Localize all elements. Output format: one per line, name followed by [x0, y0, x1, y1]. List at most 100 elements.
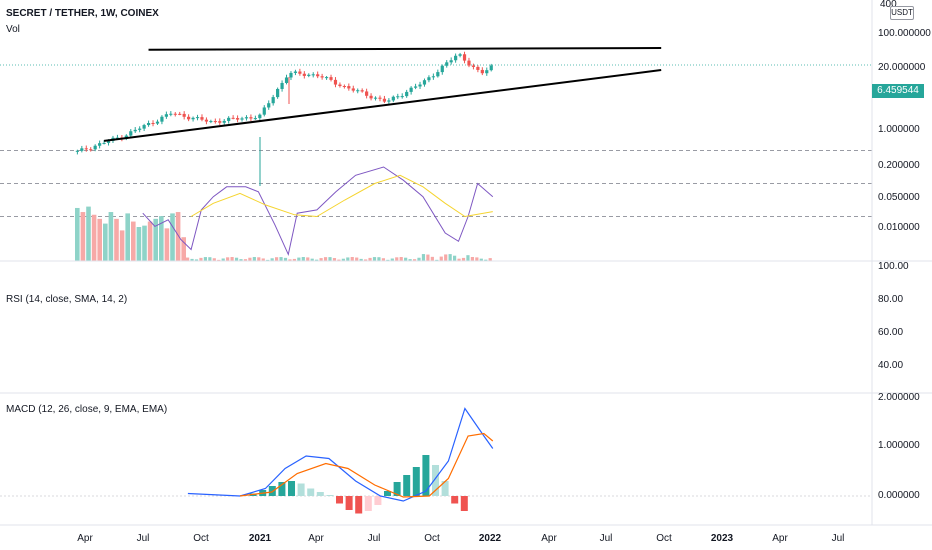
- macd-histogram-bar: [307, 488, 315, 496]
- candle-body: [418, 84, 422, 87]
- trendline-resistance: [148, 47, 662, 51]
- candle-body: [369, 95, 373, 99]
- macd-histogram-bar: [460, 496, 468, 511]
- candle-body: [102, 142, 106, 144]
- candle-body: [160, 116, 164, 122]
- time-label: Apr: [772, 533, 788, 544]
- time-label: Jul: [831, 533, 845, 544]
- candle-body: [187, 116, 191, 120]
- candle-body: [311, 74, 315, 76]
- volume-bar: [386, 259, 390, 261]
- volume-bar: [212, 258, 216, 261]
- candle-body: [276, 88, 280, 98]
- volume-bar: [350, 257, 354, 261]
- macd-histogram-bar: [326, 495, 334, 496]
- candle-body: [151, 123, 155, 125]
- macd-histogram-bar: [384, 491, 392, 496]
- volume-bar: [194, 259, 199, 261]
- macd-label[interactable]: MACD (12, 26, close, 9, EMA, EMA): [6, 404, 168, 415]
- macd-histogram-bar: [345, 496, 353, 510]
- candle-body: [396, 96, 400, 98]
- macd-histogram-bar: [432, 465, 440, 496]
- candle-body: [209, 121, 213, 123]
- macd-line: [187, 407, 494, 502]
- volume-bar: [435, 259, 439, 261]
- candle-body: [267, 103, 271, 108]
- candle-body: [302, 73, 306, 76]
- rsi-lines: [142, 166, 494, 256]
- volume-bar: [430, 256, 434, 261]
- time-label: Oct: [424, 533, 440, 544]
- candle-body: [129, 131, 133, 136]
- volume-bar: [395, 257, 399, 261]
- candle-body: [191, 117, 195, 120]
- signal-line: [239, 432, 494, 498]
- volume-bar: [381, 258, 385, 261]
- volume-bar: [368, 257, 372, 261]
- volume-bar: [475, 257, 479, 261]
- candle-body: [289, 72, 293, 78]
- candle-body: [338, 84, 342, 87]
- volume-bar: [80, 212, 86, 261]
- candle-body: [298, 71, 302, 74]
- macd-histogram-bar: [364, 496, 372, 511]
- trendlines: [103, 47, 662, 142]
- candle-body: [413, 86, 418, 88]
- volume-bar: [323, 257, 328, 261]
- macd-tick: 2.000000: [878, 392, 920, 403]
- candle-body: [75, 150, 79, 152]
- candle-body: [356, 90, 360, 92]
- candle-body: [262, 107, 266, 115]
- candle-body: [195, 117, 200, 119]
- time-label: Apr: [308, 533, 324, 544]
- macd-histogram-bar: [422, 455, 430, 496]
- macd-histogram-bar: [441, 481, 449, 496]
- candle-body: [249, 117, 253, 119]
- rsi-label[interactable]: RSI (14, close, SMA, 14, 2): [6, 294, 128, 305]
- candle-body: [449, 60, 453, 63]
- candle-body: [409, 87, 413, 92]
- candle-body: [164, 114, 168, 117]
- price-tick: 100.000000: [878, 28, 931, 39]
- volume-bar: [297, 257, 301, 261]
- volume-bar: [108, 212, 114, 261]
- volume-bar: [470, 257, 474, 261]
- volume-bar: [159, 216, 164, 261]
- volume-bar: [190, 258, 194, 261]
- volume-bar: [315, 259, 319, 261]
- volume-label[interactable]: Vol: [6, 24, 20, 35]
- volume-bar: [217, 259, 221, 261]
- candle-body: [98, 143, 102, 146]
- candle-body: [485, 70, 489, 74]
- volume-bar: [142, 225, 147, 261]
- candle-body: [347, 86, 351, 89]
- volume-bar: [404, 257, 408, 261]
- macd-histogram-bar: [278, 482, 286, 496]
- volume-bar: [408, 259, 412, 261]
- time-label: 2023: [710, 533, 734, 544]
- candle-body: [324, 77, 329, 79]
- macd-histogram-bar: [355, 496, 363, 514]
- volume-bar: [103, 223, 108, 261]
- volume-bar: [466, 255, 470, 261]
- volume-bar: [75, 207, 80, 261]
- volume-bars: [75, 206, 492, 261]
- volume-bar: [239, 259, 243, 261]
- candle-body: [218, 121, 222, 123]
- volume-bar: [261, 258, 265, 261]
- volume-bar: [175, 212, 181, 261]
- price-tick: 1.000000: [878, 124, 920, 135]
- volume-bar: [319, 258, 323, 261]
- macd-histogram-bar: [412, 467, 420, 496]
- price-tick: 400: [880, 0, 897, 10]
- symbol-title[interactable]: SECRET / TETHER, 1W, COINEX: [6, 8, 159, 19]
- candle-body: [373, 97, 378, 99]
- currency-button[interactable]: USDT: [890, 6, 914, 20]
- candle-body: [182, 113, 186, 117]
- volume-bar: [453, 255, 457, 261]
- volume-bar: [306, 257, 310, 261]
- volume-bar: [208, 257, 212, 261]
- price-tick: 0.050000: [878, 192, 920, 203]
- candle-body: [307, 74, 311, 76]
